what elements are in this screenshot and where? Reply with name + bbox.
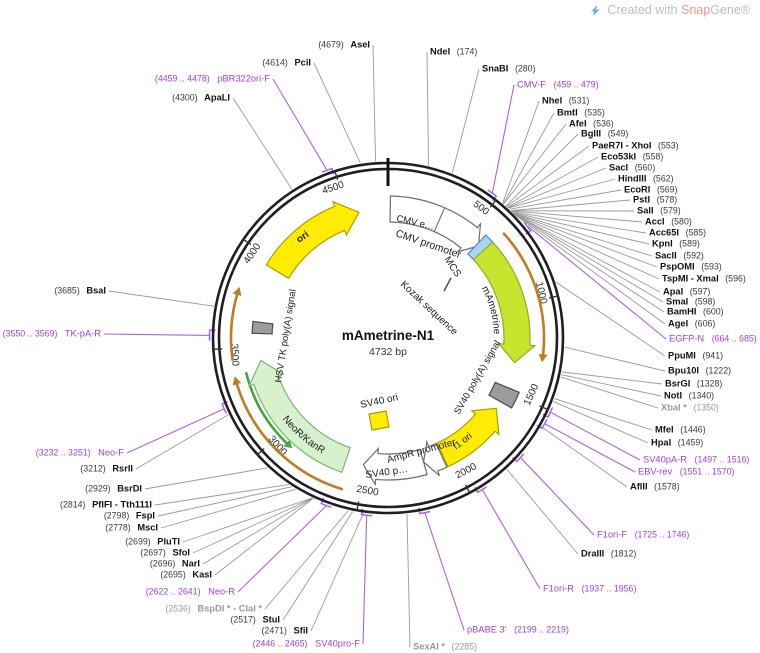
enzyme-site-label: SacII (592) — [655, 251, 704, 261]
enzyme-site-labels: NdeI (174) SnaBI (280) NheI (531) BmtI (535… — [54, 40, 746, 652]
primer-label: EGFP-N (664 .. 685) — [669, 334, 757, 344]
primer-labels: CMV-F (459 .. 479) EGFP-N (664 .. 685) SV4… — [3, 74, 757, 649]
enzyme-site-label: PstI (578) — [633, 195, 677, 205]
enzyme-site-label: NotI (1340) — [664, 391, 714, 401]
enzyme-site-label: MfeI (1446) — [655, 425, 706, 435]
tick-label: 1000 — [533, 281, 549, 306]
enzyme-site-label: (3212) RsrII — [80, 464, 133, 474]
enzyme-site-label: (2536) BspDI * - ClaI * — [165, 604, 262, 614]
primer-label: F1ori-F (1725 .. 1746) — [597, 530, 689, 540]
enzyme-site-label: NdeI (174) — [430, 47, 477, 57]
enzyme-site-label: EcoRI (569) — [624, 185, 678, 195]
primer-label: (4459 .. 4478) pBR322ori-F — [155, 74, 270, 84]
enzyme-site-label: (2778) MscI — [105, 523, 158, 533]
enzyme-site-label: AflII (1578) — [630, 482, 680, 492]
enzyme-site-label: HpaI (1459) — [651, 438, 703, 448]
feature-sv40-p- — [362, 446, 428, 487]
enzyme-site-label: (2696) NarI — [150, 559, 200, 569]
tick-label: 2500 — [355, 484, 379, 499]
feature-sv40-poly-a-signal — [488, 381, 520, 409]
enzyme-site-label: (4679) AseI — [318, 40, 370, 50]
snapgene-watermark: Created with SnapGene® — [589, 3, 750, 17]
primer-label: (3550 .. 3569) TK-pA-R — [3, 329, 102, 339]
enzyme-site-label: AgeI (606) — [668, 319, 715, 329]
primer-label: (3232 .. 3251) Neo-F — [36, 448, 125, 458]
enzyme-site-label: BamHI (600) — [667, 307, 724, 317]
enzyme-leader-lines — [108, 44, 666, 648]
enzyme-site-label: (4614) PciI — [262, 58, 311, 68]
watermark-text: Created with SnapGene® — [607, 3, 750, 17]
enzyme-site-label: (2695) KasI — [160, 570, 212, 580]
enzyme-site-label: XbaI * (1350) — [661, 403, 719, 413]
orange-orf-arc — [229, 293, 239, 362]
plasmid-size: 4732 bp — [369, 346, 407, 358]
feature-hsv-tk-poly-a-signal — [251, 320, 274, 335]
enzyme-site-label: (2814) PflFI - Tth111I — [60, 500, 152, 510]
primer-label: (2622 .. 2641) Neo-R — [146, 587, 236, 597]
enzyme-site-label: PspOMI (593) — [660, 262, 722, 272]
enzyme-site-label: SacI (560) — [609, 163, 655, 173]
enzyme-site-label: (4300) ApaLI — [172, 93, 230, 103]
feature-f1-ori — [436, 407, 500, 468]
green-orf-arc — [245, 372, 288, 445]
enzyme-site-label: NheI (531) — [542, 96, 589, 106]
enzyme-site-label: PaeR7I - XhoI (553) — [592, 141, 679, 151]
enzyme-site-label: Eco53kI (558) — [601, 152, 663, 162]
enzyme-site-label: BsrGI (1328) — [665, 379, 722, 389]
feature-label: SV40 poly(A) signal — [452, 339, 503, 417]
enzyme-site-label: TspMI - XmaI (596) — [662, 274, 746, 284]
primer-label: pBABE 3' (2199 .. 2219) — [467, 625, 569, 635]
enzyme-site-label: (2929) BsrDI — [85, 484, 142, 494]
enzyme-site-label: SexAI * (2285) — [413, 642, 477, 652]
feature-kozak-sequence-tick — [443, 277, 452, 292]
enzyme-site-label: (2471) SfiI — [262, 626, 309, 636]
enzyme-site-label: (2697) SfoI — [140, 548, 190, 558]
enzyme-site-label: (2517) StuI — [230, 615, 280, 625]
primer-label: CMV-F (459 .. 479) — [517, 80, 599, 90]
enzyme-site-label: ApaI (597) — [663, 287, 710, 297]
enzyme-site-label: SnaBI (280) — [482, 64, 536, 74]
enzyme-site-label: AccI (580) — [645, 217, 692, 227]
enzyme-site-label: (2798) FspI — [104, 511, 155, 521]
feature-mametrine — [472, 241, 537, 364]
primer-leader-lines — [103, 78, 667, 645]
plasmid-title: mAmetrine-N1 4732 bp — [342, 328, 435, 358]
enzyme-site-label: SmaI (598) — [666, 297, 715, 307]
tick-label: 4000 — [242, 241, 264, 266]
orf-arrows — [229, 232, 548, 491]
tick-label: 1500 — [522, 382, 541, 407]
primer-label: (2446 .. 2465) SV40pro-F — [253, 639, 361, 649]
feature-ori — [265, 200, 360, 280]
primer-label: EBV-rev (1551 .. 1570) — [638, 467, 735, 477]
enzyme-site-label: DraIII (1812) — [581, 549, 636, 559]
snapgene-logo-icon — [591, 4, 601, 16]
orange-orf-arc — [235, 382, 344, 491]
enzyme-site-label: (3685) BsaI — [54, 286, 106, 296]
enzyme-site-label: AfeI (536) — [569, 119, 614, 129]
feature-label: SV40 ori — [359, 392, 399, 411]
enzyme-site-label: HindIII (562) — [618, 174, 674, 184]
enzyme-site-label: (2699) PluTI — [125, 537, 180, 547]
enzyme-site-label: Acc65I (585) — [649, 228, 706, 238]
features — [247, 195, 537, 487]
feature-label: MCS — [441, 255, 463, 280]
enzyme-site-label: SalI (579) — [637, 206, 681, 216]
enzyme-site-label: BglII (549) — [581, 129, 628, 139]
feature-neor-kanr — [247, 359, 351, 474]
enzyme-site-label: PpuMI (941) — [668, 351, 723, 361]
plasmid-name: mAmetrine-N1 — [342, 328, 435, 343]
enzyme-site-label: KpnI (589) — [652, 239, 700, 249]
tick-label: 2000 — [454, 461, 479, 481]
primer-label: SV40pA-R (1497 .. 1516) — [643, 455, 749, 465]
enzyme-site-label: BmtI (535) — [557, 108, 605, 118]
primer-label: F1ori-R (1937 .. 1956) — [543, 584, 636, 594]
enzyme-site-label: Bpu10I (1222) — [668, 366, 731, 376]
feature-label: HSV TK poly(A) signal — [273, 289, 299, 384]
feature-ampr-promoter — [422, 439, 448, 477]
orange-orf-arc — [502, 232, 546, 356]
feature-sv40-ori — [368, 410, 390, 431]
